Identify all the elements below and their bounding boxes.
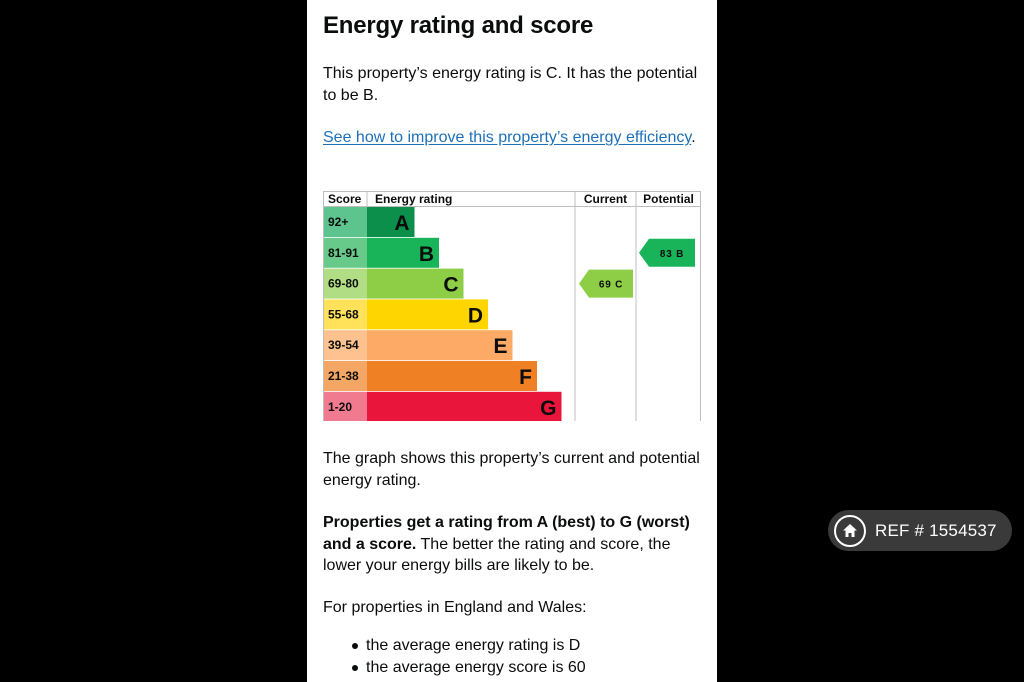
rating-bar-e <box>367 330 513 361</box>
rating-letter-g: G <box>540 397 556 420</box>
potential-rating-label: 83 B <box>660 249 684 260</box>
rating-letter-b: B <box>419 243 434 266</box>
score-range-label: 81-91 <box>328 246 359 260</box>
header-energy-rating: Energy rating <box>375 192 452 206</box>
improve-paragraph: See how to improve this property’s energ… <box>323 127 701 149</box>
score-range-cell <box>324 299 367 330</box>
list-item: the average energy rating is D <box>323 635 586 657</box>
score-range-cell <box>324 330 367 361</box>
rating-letter-f: F <box>519 366 532 389</box>
graph-note: The graph shows this property’s current … <box>323 450 700 489</box>
score-range-label: 92+ <box>328 215 348 229</box>
potential-rating-arrow <box>639 238 695 267</box>
score-range-label: 21-38 <box>328 369 359 383</box>
score-range-cell <box>324 207 367 237</box>
energy-rating-graph: Score Energy rating Current Potential 92+ A 81… <box>323 191 701 421</box>
list-item: the average energy score is 60 <box>323 657 586 679</box>
rating-info-bold: Properties get a rating from A (best) to… <box>323 514 690 553</box>
link-suffix: . <box>691 129 696 146</box>
bullet-icon <box>352 664 358 671</box>
header-potential: Potential <box>643 192 694 206</box>
score-range-label: 55-68 <box>328 307 359 321</box>
header-score: Score <box>328 192 362 206</box>
score-range-label: 39-54 <box>328 338 359 352</box>
improve-efficiency-link[interactable]: See how to improve this property’s energ… <box>323 129 692 146</box>
bullet-icon <box>352 643 358 649</box>
rating-info-rest: The better the rating and score, the low… <box>323 535 671 575</box>
rating-bar-f <box>367 361 537 391</box>
rating-info: Properties get a rating from A (best) to… <box>323 512 701 577</box>
rating-bar-c <box>367 268 464 299</box>
average-rating: the average energy rating is D <box>366 637 581 654</box>
score-range-cell <box>324 268 367 299</box>
header-current: Current <box>584 192 627 206</box>
rating-intro: This property’s energy rating is C. It h… <box>323 65 698 104</box>
averages-list: the average energy rating is D the avera… <box>323 635 586 678</box>
page-title: Energy rating and score <box>323 12 594 39</box>
rating-letter-e: E <box>493 335 507 358</box>
score-range-label: 69-80 <box>328 277 359 291</box>
rating-letter-a: A <box>394 212 409 235</box>
rating-letter-d: D <box>468 304 483 327</box>
home-icon <box>834 514 866 547</box>
rating-bar-d <box>367 299 488 330</box>
average-score: the average energy score is 60 <box>366 658 586 676</box>
rating-letter-c: C <box>443 274 458 297</box>
energy-rating-chart: Score Energy rating Current Potential 92+ A 81… <box>323 191 701 421</box>
ref-badge: REF # 1554537 <box>828 510 1012 551</box>
regional-intro: For properties in England and Wales: <box>323 599 587 616</box>
rating-bar-g <box>367 391 562 421</box>
score-range-cell <box>324 391 367 421</box>
score-range-cell <box>324 237 367 268</box>
ref-label: REF # 1554537 <box>875 520 997 540</box>
score-range-label: 1-20 <box>328 400 352 414</box>
rating-bar-a <box>367 207 415 237</box>
page-panel: Energy rating and score This property’s … <box>307 0 717 682</box>
rating-bar-b <box>367 237 439 268</box>
current-rating-arrow <box>579 269 633 298</box>
score-range-cell <box>324 361 367 391</box>
current-rating-label: 69 C <box>599 280 623 291</box>
